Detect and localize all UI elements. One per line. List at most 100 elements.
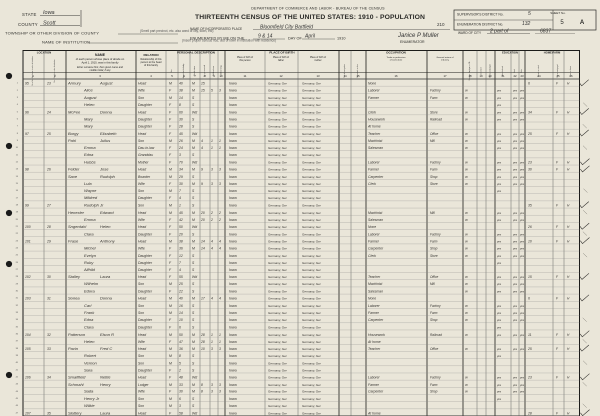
svg-text:this person: this person: [239, 59, 251, 62]
svg-text:Farmer: Farmer: [368, 239, 380, 243]
svg-text:Alice: Alice: [83, 88, 93, 93]
svg-text:M: M: [169, 139, 172, 143]
svg-text:yes: yes: [519, 97, 525, 100]
svg-text:Wd: Wd: [192, 161, 197, 165]
svg-text:yes: yes: [496, 183, 502, 186]
svg-text:of each person whose place of: of each person whose place of abode on: [76, 57, 125, 61]
svg-text:M: M: [169, 96, 172, 100]
svg-text:Iowa: Iowa: [229, 239, 237, 243]
svg-text:Mildred: Mildred: [84, 195, 98, 200]
svg-text:PERSONAL DESCRIPTION: PERSONAL DESCRIPTION: [177, 51, 215, 55]
svg-text:Iowa: Iowa: [229, 232, 237, 236]
svg-text:yes: yes: [496, 176, 502, 179]
svg-text:Germany, Ger: Germany, Ger: [302, 325, 322, 329]
svg-text:Farm: Farm: [430, 239, 438, 243]
svg-text:10: 10: [179, 318, 183, 322]
svg-text:Housework: Housework: [368, 333, 385, 337]
svg-text:Iowa: Iowa: [229, 82, 237, 86]
svg-text:Sada: Sada: [84, 389, 94, 394]
svg-text:father: father: [278, 59, 284, 62]
svg-text:Read: Read: [514, 69, 516, 73]
svg-text:4: 4: [179, 196, 181, 200]
svg-text:middle initial, if any: middle initial, if any: [89, 69, 111, 72]
svg-text:DAY OF: DAY OF: [288, 37, 302, 41]
svg-text:8: 8: [179, 103, 181, 107]
svg-text:Helen: Helen: [100, 224, 111, 229]
svg-text:ENUMERATOR: ENUMERATOR: [400, 40, 425, 44]
svg-text:14: 14: [179, 311, 183, 315]
svg-text:Germany, Ger: Germany, Ger: [268, 311, 288, 315]
svg-text:Daughter: Daughter: [138, 268, 153, 272]
svg-text:M: M: [169, 383, 172, 387]
svg-text:Rudolph: Rudolph: [100, 174, 116, 179]
svg-text:Mary: Mary: [84, 123, 94, 128]
svg-text:22: 22: [178, 289, 183, 293]
svg-text:10: 10: [201, 347, 205, 351]
svg-text:Germany, Ger: Germany, Ger: [268, 404, 288, 408]
svg-text:Farm: Farm: [430, 96, 438, 100]
svg-text:Germany, Ger: Germany, Ger: [302, 96, 322, 100]
svg-text:35: 35: [528, 203, 532, 207]
svg-text:M: M: [169, 347, 172, 351]
svg-text:Iowa: Iowa: [229, 318, 237, 322]
svg-text:16: 16: [394, 74, 398, 78]
svg-text:Iowa: Iowa: [229, 254, 237, 258]
svg-text:14: 14: [179, 96, 183, 100]
svg-text:104: 104: [25, 333, 31, 337]
svg-text:Germany, Ger: Germany, Ger: [268, 347, 288, 351]
svg-text:5: 5: [211, 89, 213, 93]
svg-text:Jose: Jose: [99, 166, 109, 171]
svg-text:Wife: Wife: [138, 247, 145, 251]
svg-text:yes: yes: [519, 176, 525, 179]
svg-text:Son: Son: [138, 203, 144, 207]
svg-text:Germany, Ger: Germany, Ger: [268, 289, 288, 293]
svg-text:17: 17: [201, 296, 205, 300]
svg-text:ENUMERATED BY ME ON THE: ENUMERATED BY ME ON THE: [190, 37, 245, 41]
svg-text:Wd: Wd: [192, 275, 197, 279]
svg-text:Elizabeth: Elizabeth: [100, 131, 117, 136]
svg-text:Anthony: Anthony: [99, 238, 116, 243]
svg-text:Salesman: Salesman: [368, 218, 383, 222]
svg-text:yes: yes: [519, 90, 525, 93]
svg-text:Saxe: Saxe: [68, 174, 78, 179]
svg-text:Germany, Ger: Germany, Ger: [268, 340, 288, 344]
svg-text:Iowa: Iowa: [229, 268, 237, 272]
svg-text:M: M: [192, 82, 195, 86]
svg-text:yes: yes: [519, 305, 525, 308]
svg-text:yes: yes: [512, 305, 518, 308]
svg-text:Germany, Ger: Germany, Ger: [268, 89, 288, 93]
svg-text:yes: yes: [519, 348, 525, 351]
svg-text:Mill: Mill: [430, 211, 435, 215]
svg-text:1: 1: [219, 139, 221, 143]
svg-text:Germany, Ger: Germany, Ger: [302, 139, 322, 143]
svg-text:14: 14: [343, 74, 347, 78]
svg-text:Germany, Ger: Germany, Ger: [268, 383, 288, 387]
svg-text:yes: yes: [519, 334, 525, 337]
svg-text:Pahl: Pahl: [68, 138, 76, 143]
svg-text:yes: yes: [519, 319, 525, 322]
svg-text:None: None: [368, 225, 376, 229]
svg-text:yes: yes: [512, 133, 518, 136]
svg-text:Farmer: Farmer: [368, 167, 380, 171]
svg-text:14: 14: [201, 239, 205, 243]
svg-text:Germany, Ger: Germany, Ger: [268, 175, 288, 179]
svg-text:25: 25: [46, 132, 51, 136]
svg-text:At home: At home: [367, 340, 381, 344]
svg-text:210: 210: [437, 22, 445, 27]
svg-text:Head: Head: [138, 347, 146, 351]
svg-text:Clerk: Clerk: [368, 110, 376, 114]
svg-text:M: M: [192, 182, 195, 186]
svg-text:Laborer: Laborer: [368, 304, 381, 308]
svg-text:yes: yes: [512, 319, 518, 322]
svg-text:30: 30: [179, 182, 183, 186]
svg-text:3: 3: [211, 167, 213, 171]
svg-text:Ruby: Ruby: [84, 260, 94, 265]
svg-text:27: 27: [46, 203, 51, 207]
svg-text:Head: Head: [138, 376, 146, 380]
svg-text:3: 3: [179, 153, 181, 157]
svg-text:yes: yes: [512, 147, 518, 150]
svg-text:1: 1: [211, 146, 213, 150]
svg-text:yes: yes: [512, 348, 518, 351]
svg-text:yes: yes: [519, 255, 525, 258]
svg-text:30: 30: [179, 117, 183, 121]
